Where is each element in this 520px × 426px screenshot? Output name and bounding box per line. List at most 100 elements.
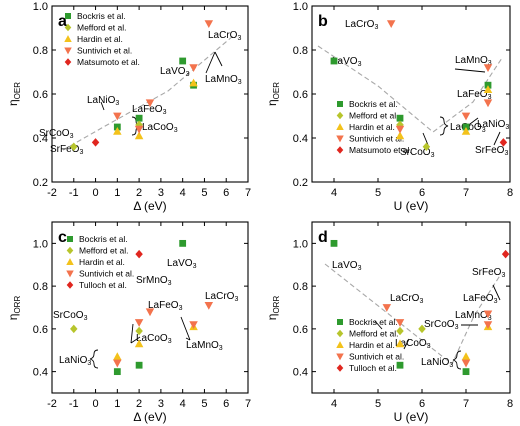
- x-tick-label: 0: [92, 187, 98, 199]
- data-point: [396, 114, 404, 122]
- data-point: [418, 324, 426, 334]
- y-tick-label: 0.4: [293, 367, 308, 379]
- legend-marker: [65, 13, 71, 19]
- legend-label: Suntivich et al.: [77, 46, 132, 56]
- data-point: [330, 57, 338, 65]
- data-point: [134, 319, 144, 327]
- panel-b: b U (eV) ηOER 4 5 6 7 8 0.2 0.4 0.6 0.8 1.0 Bockr…: [265, 1, 513, 213]
- trend-line: [317, 45, 503, 133]
- x-tick-label: 3: [158, 187, 164, 199]
- trend-line: [62, 35, 234, 151]
- data-point: [204, 301, 214, 310]
- x-tick-label: 7: [463, 187, 469, 199]
- x-tick-label: 6: [223, 398, 229, 410]
- data-point: [386, 20, 396, 29]
- bracket: [452, 350, 462, 370]
- data-point: [70, 324, 78, 334]
- panel-letter: c: [58, 229, 67, 246]
- x-tick-label: 5: [375, 398, 381, 410]
- point-label: LaFeO3: [132, 104, 167, 116]
- point-label: SrMnO3: [136, 275, 172, 287]
- y-tick-label: 0.8: [293, 45, 308, 57]
- x-tick-label: 5: [375, 187, 381, 199]
- y-tick-label: 0.6: [293, 324, 308, 336]
- x-tick-label: 5: [201, 398, 207, 410]
- x-tick-label: 1: [114, 398, 120, 410]
- data-point: [135, 249, 143, 259]
- point-label: LaFeO3: [148, 300, 183, 312]
- leader-line: [205, 51, 223, 74]
- data-point: [461, 352, 471, 361]
- leader-lines: [374, 284, 501, 370]
- point-label: LaCrO3: [205, 291, 238, 303]
- point-labels: LaVO3 SrMnO3 LaFeO3 LaCrO3 SrCoO3 LaCoO3…: [53, 258, 238, 367]
- legend-marker: [66, 281, 74, 289]
- point-label: SrCoO3: [400, 147, 435, 159]
- x-axis-label: U (eV): [394, 410, 429, 424]
- x-tick-label: 5: [201, 187, 207, 199]
- data-point: [396, 361, 404, 369]
- legend-marker: [336, 123, 344, 130]
- point-label: LaCrO3: [345, 19, 378, 31]
- legend-label: Mefford et al.: [349, 111, 398, 121]
- legend-label: Tulloch et al.: [79, 280, 127, 290]
- legend: Bockris et al. Mefford et al.Hardin et al…: [336, 317, 404, 373]
- y-tick-label: 0.2: [33, 177, 48, 189]
- data-point: [461, 359, 471, 368]
- y-tick-label: 0.4: [293, 133, 308, 145]
- point-label: LaMnO3: [455, 310, 492, 322]
- data-point: [462, 368, 470, 376]
- point-label: LaVO3: [332, 260, 362, 272]
- trend-line: [324, 263, 502, 365]
- x-tick-label: -2: [47, 398, 57, 410]
- data-point: [483, 85, 493, 93]
- legend-marker: [336, 111, 344, 120]
- x-axis-label: Δ (eV): [133, 410, 166, 424]
- point-label: SrCoO3: [39, 128, 74, 140]
- x-tick-label: -2: [47, 187, 57, 199]
- x-tick-label: 7: [245, 187, 251, 199]
- legend-label: Suntivich et al.: [349, 352, 404, 362]
- point-label: LaVO3: [332, 56, 362, 68]
- point-label: LaMnO3: [205, 74, 242, 86]
- legend-label: Bockris et al.: [349, 317, 398, 327]
- x-tick-label: 8: [507, 398, 513, 410]
- plot-frame: [51, 221, 249, 394]
- data-point: [113, 126, 122, 135]
- data-point: [461, 126, 471, 135]
- data-point: [113, 359, 122, 368]
- data-point: [91, 138, 100, 147]
- x-axis-label: U (eV): [394, 199, 429, 213]
- legend-label: Matsumoto et al.: [77, 57, 140, 67]
- legend-marker: [336, 364, 344, 372]
- data-points: [330, 239, 510, 376]
- point-label: SrFeO3: [475, 145, 508, 157]
- y-tick-label: 1.0: [33, 1, 48, 13]
- leader-line: [100, 101, 105, 111]
- legend-label: Hardin et al.: [349, 340, 395, 350]
- data-points: [330, 20, 508, 152]
- data-point: [179, 239, 187, 247]
- data-point: [382, 304, 392, 312]
- point-label: LaFeO3: [463, 293, 498, 305]
- y-axis-label: ηORR: [6, 296, 22, 321]
- x-axis-label: Δ (eV): [133, 199, 166, 213]
- y-tick-label: 1.0: [293, 238, 308, 250]
- leader-line: [422, 132, 429, 146]
- y-tick-label: 0.6: [33, 324, 48, 336]
- y-tick-label: 0.8: [33, 45, 48, 57]
- data-point: [483, 99, 493, 108]
- ticks: -2 -1 0 1 2 3 4 5 6 7 0.4 0.6 0.8 1.0: [33, 222, 251, 410]
- data-point: [189, 78, 198, 87]
- y-tick-label: 0.4: [33, 367, 48, 379]
- data-point: [499, 138, 508, 147]
- data-point: [135, 326, 143, 336]
- plot-frame: [311, 221, 511, 394]
- legend: Bockris et al. Mefford et al.Hardin et al…: [336, 99, 412, 155]
- y-axis-label: ηORR: [265, 296, 281, 321]
- point-label: LaNiO3: [477, 119, 509, 131]
- x-tick-label: 0: [92, 398, 98, 410]
- x-tick-label: -1: [69, 398, 79, 410]
- data-point: [461, 112, 471, 121]
- x-tick-label: 7: [245, 398, 251, 410]
